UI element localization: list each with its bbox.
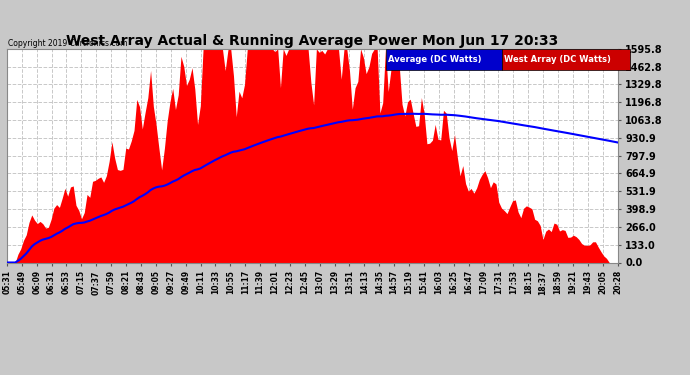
Title: West Array Actual & Running Average Power Mon Jun 17 20:33: West Array Actual & Running Average Powe… xyxy=(66,34,558,48)
Text: West Array (DC Watts): West Array (DC Watts) xyxy=(504,55,611,64)
Text: Copyright 2019 Cartronics.com: Copyright 2019 Cartronics.com xyxy=(8,39,128,48)
Text: Average (DC Watts): Average (DC Watts) xyxy=(388,55,481,64)
